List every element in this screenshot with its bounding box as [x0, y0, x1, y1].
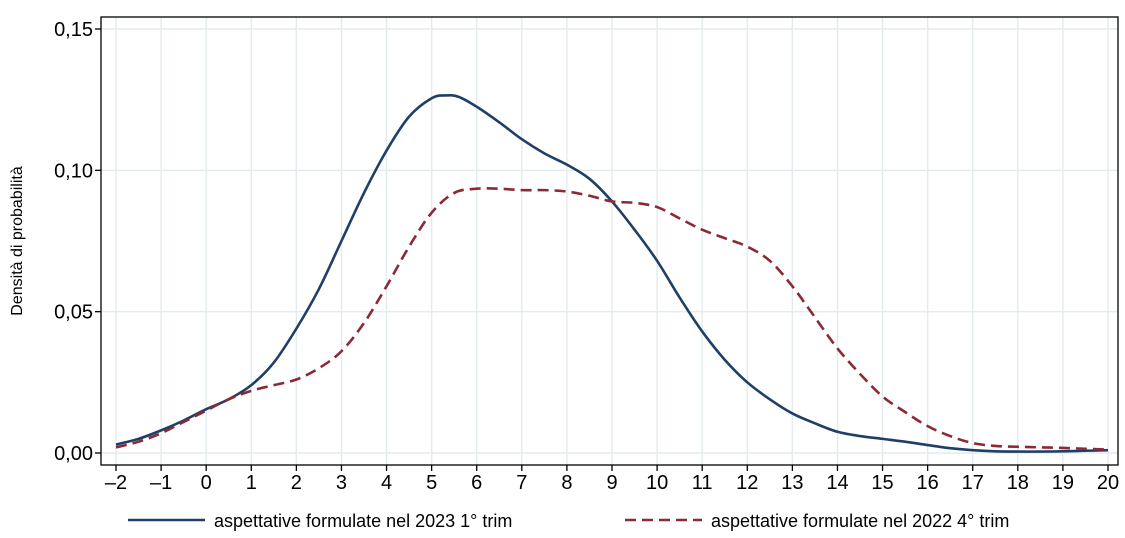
x-tick-label: 13 — [781, 472, 803, 494]
x-tick-label: 6 — [471, 472, 482, 494]
series-line-2 — [115, 187, 1109, 451]
x-tick-label: 5 — [426, 472, 437, 494]
x-tick-label: 15 — [871, 472, 893, 494]
x-tick-label: 4 — [381, 472, 392, 494]
x-tick-label: 10 — [646, 472, 668, 494]
y-tick-label: 0,05 — [54, 302, 93, 324]
plot-frame — [100, 16, 1119, 466]
x-tick-label: 16 — [917, 472, 939, 494]
x-tick-label: –2 — [105, 472, 127, 494]
x-tick-label: 0 — [201, 472, 212, 494]
x-tick-label: 20 — [1097, 472, 1119, 494]
x-tick-label: 18 — [1007, 472, 1029, 494]
x-tick-label: 8 — [561, 472, 572, 494]
x-tick-label: 19 — [1052, 472, 1074, 494]
x-tick-label: 3 — [336, 472, 347, 494]
x-tick-label: 7 — [516, 472, 527, 494]
x-tick-label: 12 — [736, 472, 758, 494]
x-tick-label: –1 — [150, 472, 172, 494]
series-line-1 — [115, 93, 1109, 453]
axes: –2 –1 0 1 2 3 4 5 6 7 8 9 10 11 12 13 14 15 16 17 18 19 200,00… — [54, 19, 1119, 494]
series-lines — [115, 93, 1109, 453]
x-tick-label: 1 — [246, 472, 257, 494]
legend-label-2: aspettative formulate nel 2022 4° trim — [711, 511, 1009, 531]
legend: aspettative formulate nel 2023 1° trim as… — [128, 511, 1009, 531]
y-tick-label: 0,15 — [54, 19, 93, 41]
legend-label-1: aspettative formulate nel 2023 1° trim — [214, 511, 512, 531]
y-axis-label: Densità di probabilità — [9, 166, 26, 316]
x-tick-label: 9 — [606, 472, 617, 494]
x-tick-label: 17 — [962, 472, 984, 494]
x-tick-label: 14 — [826, 472, 848, 494]
x-tick-label: 11 — [692, 472, 713, 494]
y-tick-label: 0,00 — [54, 443, 93, 465]
x-tick-label: 2 — [291, 472, 302, 494]
grid — [101, 17, 1118, 465]
y-tick-label: 0,10 — [54, 160, 93, 182]
